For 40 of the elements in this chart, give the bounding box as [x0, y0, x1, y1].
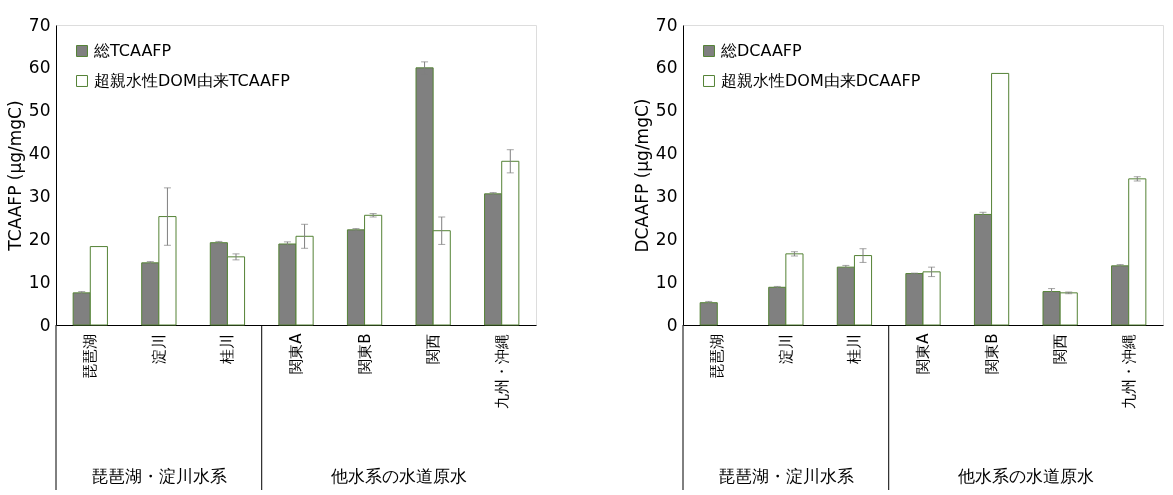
x-tick-label: 関東B — [982, 333, 1001, 374]
y-tick-label: 30 — [655, 185, 678, 206]
text: 他水系の水道原水 — [330, 466, 467, 486]
y-tick-label: 70 — [655, 14, 678, 35]
x-tick-label: 関西 — [424, 333, 443, 364]
x-tick-label: 関東A — [287, 332, 305, 374]
x-tick-label: 関西 — [1051, 333, 1070, 364]
legend-label: 総TCAAFP — [93, 41, 172, 60]
x-tick-label: 関東A — [914, 332, 932, 374]
y-axis-title: DCAAFP (µg/mgC) — [631, 98, 652, 253]
y-tick-label: 10 — [655, 271, 678, 292]
y-tick-label: 10 — [28, 271, 51, 292]
text: 琵琶湖・淀川水系 — [90, 466, 227, 486]
y-tick-label: 20 — [28, 228, 51, 249]
y-tick-label: 60 — [655, 57, 678, 78]
x-tick-label: 淀川 — [149, 333, 168, 364]
text: 他水系の水道原水 — [957, 466, 1094, 486]
x-tick-label: 琵琶湖 — [708, 333, 727, 379]
x-tick-label: 九州・沖縄 — [492, 333, 511, 409]
x-tick-label: 桂川 — [218, 333, 237, 365]
x-tick-label: 関東B — [355, 333, 374, 374]
x-tick-label: 九州・沖縄 — [1119, 333, 1138, 409]
y-tick-label: 20 — [655, 228, 678, 249]
y-tick-label: 50 — [28, 100, 51, 121]
text: 琵琶湖・淀川水系 — [717, 466, 854, 486]
x-tick-label: 琵琶湖 — [81, 333, 100, 379]
y-tick-label: 40 — [655, 143, 678, 164]
y-tick-label: 70 — [28, 14, 51, 35]
legend-label: 総DCAAFP — [720, 41, 803, 60]
x-tick-label: 桂川 — [845, 333, 864, 365]
legend-label: 超親水性DOM由来DCAAFP — [721, 71, 921, 90]
x-tick-label: 淀川 — [776, 333, 795, 364]
y-axis-title: TCAAFP (µg/mgC) — [4, 100, 25, 252]
y-tick-label: 0 — [39, 314, 51, 335]
y-tick-label: 0 — [666, 314, 678, 335]
y-tick-label: 60 — [28, 57, 51, 78]
y-tick-label: 50 — [655, 100, 678, 121]
y-tick-label: 40 — [28, 143, 51, 164]
legend-label: 超親水性DOM由来TCAAFP — [94, 71, 291, 90]
y-tick-label: 30 — [28, 185, 51, 206]
